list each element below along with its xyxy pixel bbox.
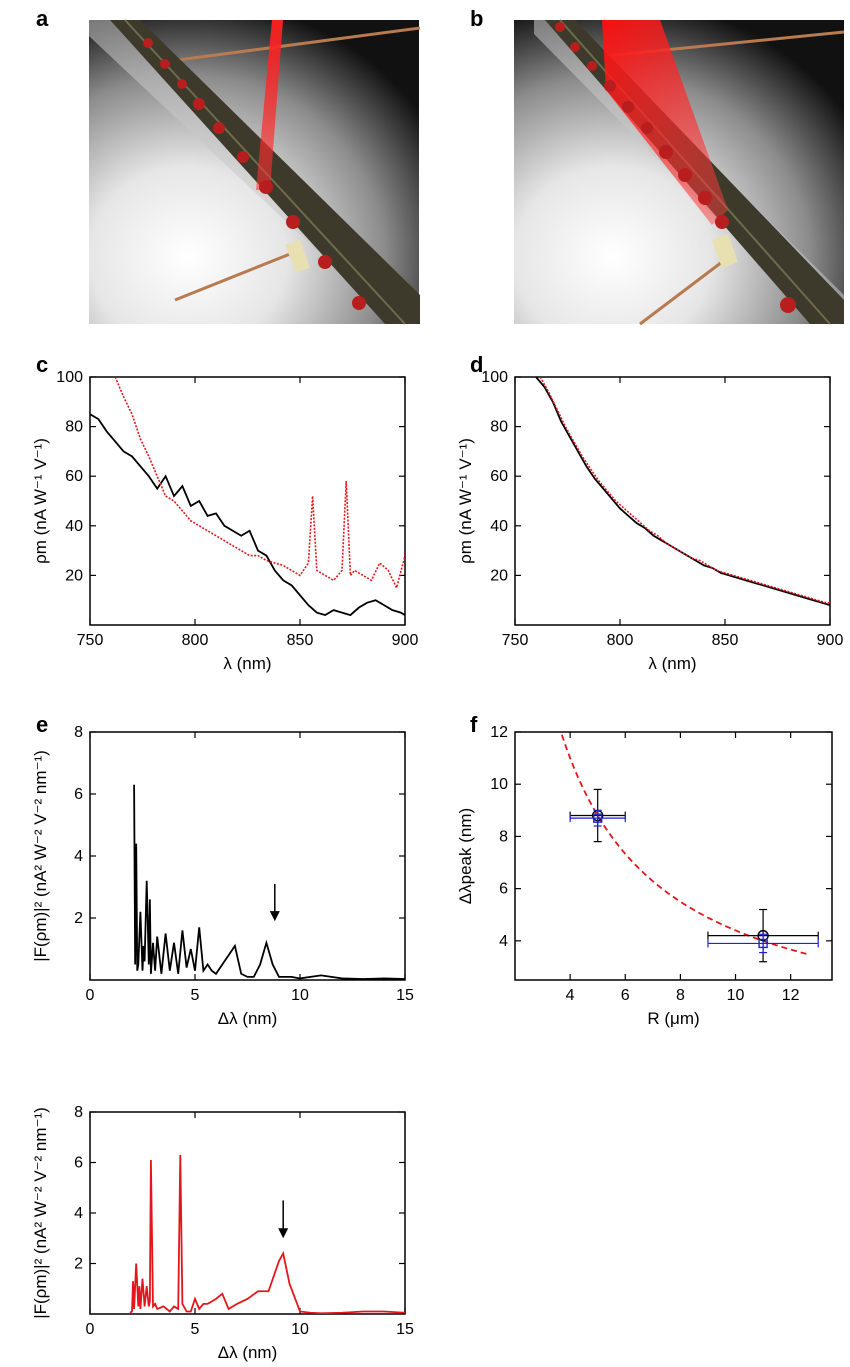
y-tick-label: 8 (74, 724, 83, 741)
y-axis-label: |F(ρm)|² (nA² W⁻² V⁻² nm⁻¹) (31, 1107, 50, 1319)
x-tick-label: 10 (727, 987, 745, 1004)
x-axis-label: Δλ (nm) (218, 1009, 278, 1028)
chart-f: 4 6 8 10 12 4 6 8 10 12 R (μm) Δλpeak (nm) (456, 724, 833, 1028)
x-tick-label: 0 (86, 1321, 95, 1338)
data-point-square (592, 813, 603, 823)
series-line-0 (133, 784, 405, 980)
rendering-b (514, 19, 845, 326)
panel-label-f: f (470, 712, 478, 737)
chart-e-bottom: 0 5 10 15 2 4 6 8 Δλ (nm) |F(ρm)|² (nA² W⁻² V⁻² n… (31, 1104, 414, 1362)
y-tick-label: 80 (490, 419, 508, 436)
y-tick-label: 100 (56, 369, 83, 386)
y-tick-label: 2 (74, 1256, 83, 1273)
x-tick-label: 10 (291, 987, 309, 1004)
y-tick-label: 40 (490, 518, 508, 535)
chart-c: 750 800 850 900 20 40 60 80 100 λ (nm) ρm (nA W⁻¹ … (31, 369, 418, 673)
panel-label-e: e (36, 712, 48, 737)
y-tick-label: 2 (74, 910, 83, 927)
y-tick-label: 6 (74, 786, 83, 803)
y-tick-label: 60 (490, 468, 508, 485)
x-tick-label: 10 (291, 1321, 309, 1338)
x-tick-label: 15 (396, 1321, 414, 1338)
x-tick-label: 800 (182, 632, 209, 649)
plot-frame (514, 376, 831, 626)
y-tick-label: 80 (65, 419, 83, 436)
plot-frame (89, 376, 406, 626)
x-tick-label: 0 (86, 987, 95, 1004)
x-tick-label: 5 (191, 987, 200, 1004)
x-tick-label: 900 (817, 632, 844, 649)
y-tick-label: 100 (481, 369, 508, 386)
y-tick-label: 12 (490, 724, 508, 741)
x-tick-label: 850 (712, 632, 739, 649)
x-tick-label: 850 (287, 632, 314, 649)
y-tick-label: 40 (65, 518, 83, 535)
x-axis-label: Δλ (nm) (218, 1343, 278, 1362)
series-line-0 (129, 1154, 405, 1314)
x-tick-label: 800 (607, 632, 634, 649)
y-axis-label: |F(ρm)|² (nA² W⁻² V⁻² nm⁻¹) (31, 750, 50, 962)
y-tick-label: 6 (499, 881, 508, 898)
chart-e-top: 0 5 10 15 2 4 6 8 Δλ (nm) |F(ρm)|² (nA² W⁻² V⁻² n… (31, 724, 414, 1028)
x-tick-label: 750 (502, 632, 529, 649)
y-tick-label: 4 (74, 1205, 83, 1222)
plot-frame (514, 731, 833, 981)
y-tick-label: 4 (499, 933, 508, 950)
x-tick-label: 6 (621, 987, 630, 1004)
x-tick-label: 8 (676, 987, 685, 1004)
y-axis-label: ρm (nA W⁻¹ V⁻¹) (31, 438, 50, 564)
x-axis-label: λ (nm) (648, 654, 696, 673)
y-tick-label: 20 (65, 567, 83, 584)
x-tick-label: 5 (191, 1321, 200, 1338)
y-tick-label: 10 (490, 776, 508, 793)
x-tick-label: 12 (782, 987, 800, 1004)
y-tick-label: 4 (74, 848, 83, 865)
y-tick-label: 8 (499, 828, 508, 845)
series-line-0 (535, 377, 830, 607)
series-line-1 (114, 377, 405, 591)
panel-label-a: a (36, 6, 49, 31)
rendering-a (89, 19, 421, 325)
y-tick-label: 60 (65, 468, 83, 485)
y-tick-label: 20 (490, 567, 508, 584)
x-tick-label: 15 (396, 987, 414, 1004)
y-tick-label: 8 (74, 1104, 83, 1121)
y-axis-label: ρm (nA W⁻¹ V⁻¹) (456, 438, 475, 564)
y-axis-label: Δλpeak (nm) (456, 808, 475, 904)
fit-curve (561, 734, 808, 955)
data-point-square (758, 938, 768, 949)
y-tick-label: 6 (74, 1155, 83, 1172)
peak-arrow-head (269, 911, 280, 922)
x-tick-label: 900 (392, 632, 419, 649)
x-axis-label: R (μm) (647, 1009, 699, 1028)
x-tick-label: 750 (77, 632, 104, 649)
chart-d: 750 800 850 900 20 40 60 80 100 λ (nm) ρm (nA W⁻¹ … (456, 369, 843, 673)
x-axis-label: λ (nm) (223, 654, 271, 673)
panel-label-b: b (470, 6, 483, 31)
panel-label-c: c (36, 352, 48, 377)
peak-arrow-head (278, 1228, 289, 1239)
series-line-1 (539, 377, 830, 604)
panel-label-d: d (470, 352, 483, 377)
x-tick-label: 4 (566, 987, 575, 1004)
series-line-0 (90, 413, 405, 617)
